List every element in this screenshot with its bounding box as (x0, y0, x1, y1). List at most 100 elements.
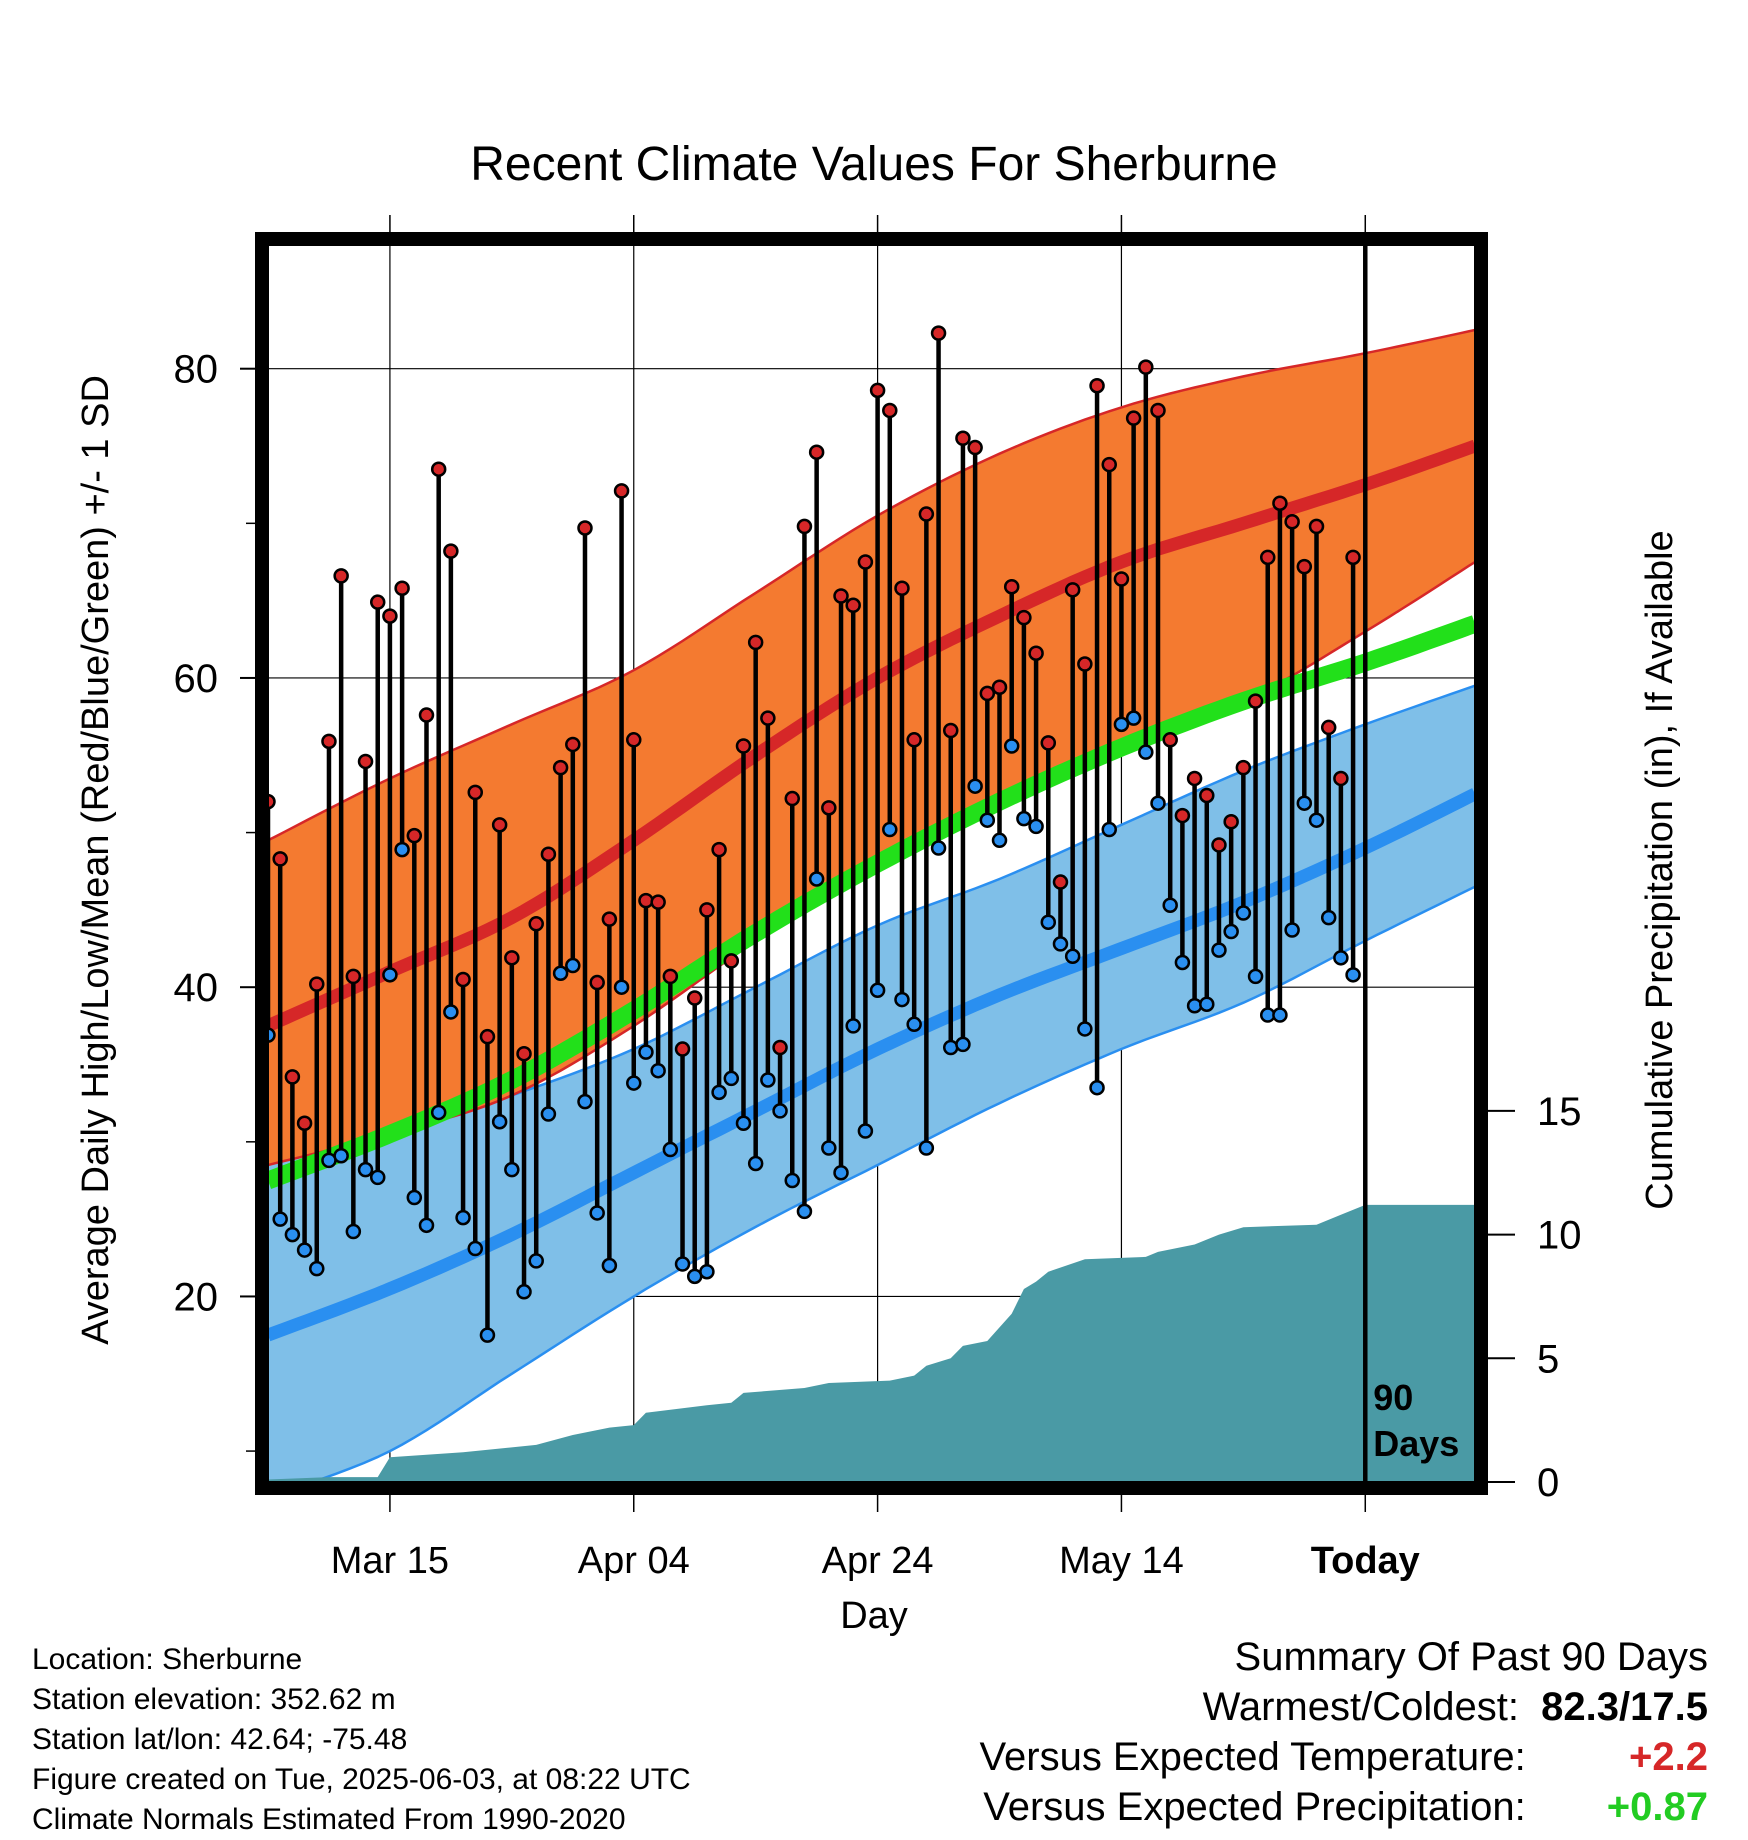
daily-low-point (906, 1016, 922, 1033)
daily-high-point (845, 597, 861, 614)
daily-low-point (345, 1223, 362, 1240)
daily-high-point (650, 894, 666, 910)
daily-high-point (942, 722, 959, 739)
station-info: Location: Sherburne Station elevation: 3… (32, 1640, 691, 1840)
plot-interior (268, 245, 1475, 1482)
daily-high-point (955, 430, 971, 447)
daily-low-point (796, 1203, 813, 1220)
daily-high-point (1247, 693, 1264, 709)
daily-low-point (674, 1256, 691, 1272)
daily-low-point (845, 1018, 861, 1034)
daily-low-point (882, 821, 898, 838)
daily-high-point (760, 710, 776, 726)
daily-high-point (967, 439, 983, 456)
daily-low-point (309, 1260, 325, 1277)
x-tick-label: Today (1311, 1540, 1420, 1582)
daily-high-point (808, 444, 825, 460)
daily-low-point (638, 1044, 654, 1060)
daily-low-point (1162, 897, 1178, 913)
daily-low-point (455, 1209, 471, 1226)
daily-high-point (1320, 719, 1337, 736)
daily-low-point (1077, 1021, 1093, 1037)
daily-high-point (1259, 549, 1276, 566)
daily-low-point (1272, 1007, 1288, 1023)
daily-low-point (504, 1161, 520, 1178)
y-left-tick-label: 20 (174, 1275, 219, 1319)
daily-high-point (857, 554, 874, 570)
daily-high-point (1211, 837, 1227, 853)
today-label: 90 (1373, 1377, 1413, 1418)
daily-low-point (1284, 922, 1300, 938)
daily-high-point (1138, 359, 1154, 375)
daily-low-point (601, 1257, 618, 1274)
daily-high-point (272, 851, 288, 867)
low-sd-band (268, 685, 1475, 1482)
daily-high-point (552, 759, 569, 776)
daily-high-point (1028, 645, 1044, 661)
daily-low-point (747, 1155, 764, 1172)
daily-low-point (760, 1072, 776, 1088)
daily-low-point (1211, 942, 1227, 958)
daily-high-point (662, 968, 679, 985)
daily-high-point (991, 679, 1008, 695)
daily-high-point (626, 732, 642, 748)
daily-high-point (369, 594, 386, 610)
daily-high-point (418, 707, 435, 723)
daily-low-point (1235, 905, 1252, 921)
y-right-tick-label: 15 (1537, 1090, 1582, 1134)
daily-high-point (1077, 656, 1093, 672)
y-right-tick-label: 0 (1537, 1461, 1559, 1505)
daily-high-point (345, 968, 362, 985)
daily-low-point (479, 1327, 496, 1343)
daily-low-point (626, 1075, 642, 1091)
summary-panel: Summary Of Past 90 Days Warmest/Coldest:… (980, 1632, 1708, 1832)
daily-low-point (1064, 948, 1081, 965)
daily-low-point (869, 982, 886, 999)
daily-high-point (1016, 609, 1032, 626)
daily-high-point (1064, 582, 1081, 598)
y-left-tick-label: 40 (174, 966, 219, 1010)
daily-high-point (1052, 874, 1069, 890)
daily-low-point (516, 1284, 532, 1300)
daily-low-point (577, 1093, 593, 1110)
daily-low-point (369, 1169, 386, 1186)
daily-low-point (613, 979, 630, 995)
daily-low-point (1296, 795, 1313, 811)
daily-low-point (1125, 710, 1142, 726)
daily-high-point (540, 846, 557, 862)
plot-frame (255, 232, 1488, 1495)
daily-high-point (309, 976, 325, 992)
x-tick-label: Apr 24 (822, 1540, 934, 1582)
daily-high-point (1150, 402, 1166, 419)
daily-low-point (1308, 812, 1325, 828)
daily-low-point (357, 1161, 374, 1178)
daily-high-point (1186, 770, 1203, 787)
daily-high-point (296, 1115, 313, 1132)
daily-low-point (540, 1106, 557, 1122)
daily-low-point (1089, 1079, 1105, 1096)
daily-high-point (674, 1041, 691, 1057)
daily-high-point (357, 753, 374, 770)
daily-low-point (1174, 954, 1191, 971)
daily-low-point (833, 1165, 849, 1181)
y-left-tick-label: 80 (174, 348, 219, 392)
x-tick-label: Apr 04 (578, 1540, 690, 1582)
warmest-label: Warmest/Coldest: (1202, 1685, 1519, 1729)
daily-low-point (1052, 936, 1069, 952)
normals-text: Climate Normals Estimated From 1990-2020 (32, 1803, 626, 1836)
daily-high-point (1235, 759, 1252, 776)
daily-low-point (857, 1123, 874, 1139)
daily-high-point (821, 800, 837, 816)
chart-title: Recent Climate Values For Sherburne (470, 138, 1278, 191)
daily-low-point (467, 1240, 484, 1257)
daily-low-point (382, 967, 398, 983)
daily-high-point (479, 1028, 496, 1045)
daily-high-point (918, 506, 935, 522)
daily-high-point (735, 738, 752, 754)
daily-low-point (333, 1147, 349, 1164)
daily-high-point (1162, 732, 1178, 748)
daily-high-point (1040, 735, 1057, 751)
daily-low-point (735, 1115, 752, 1132)
x-tick-label: Mar 15 (331, 1540, 449, 1582)
